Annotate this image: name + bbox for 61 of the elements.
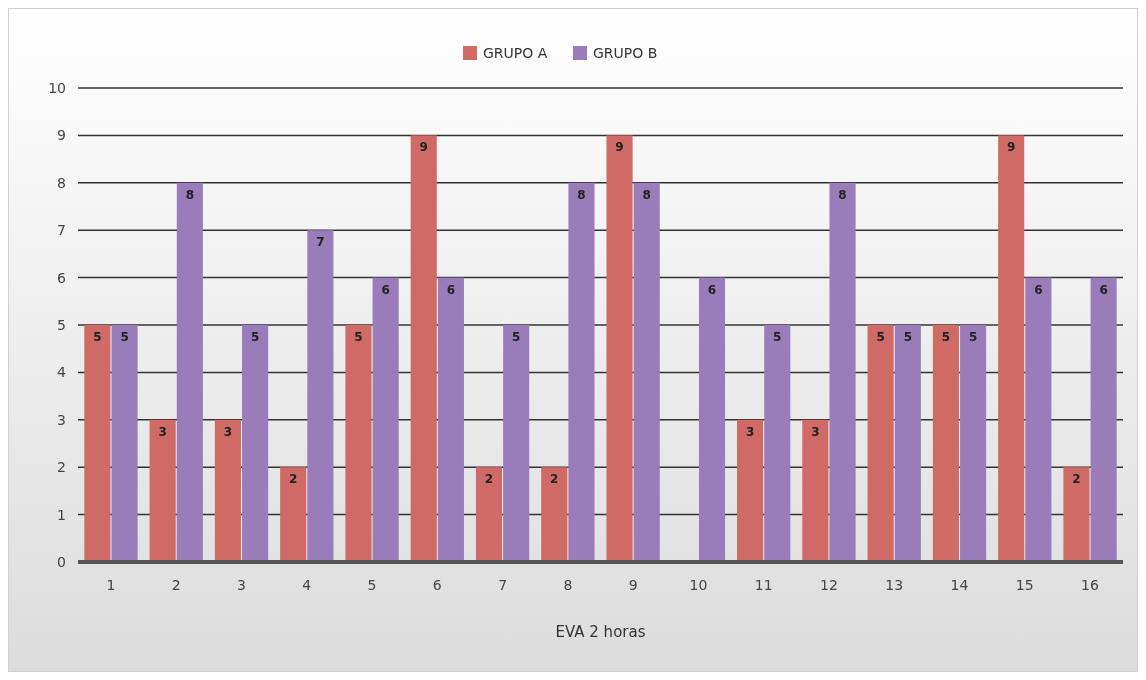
x-tick-label: 7	[498, 577, 508, 593]
y-tick-label: 8	[57, 174, 66, 191]
data-label: 6	[1099, 282, 1108, 297]
data-label: 2	[289, 472, 298, 487]
x-tick-label: 6	[432, 577, 442, 593]
data-label: 6	[1034, 282, 1043, 297]
data-label: 6	[446, 282, 456, 297]
data-label: 5	[876, 330, 885, 344]
y-tick-label: 4	[57, 364, 67, 381]
data-label: 5	[968, 330, 978, 344]
data-label: 9	[419, 140, 428, 155]
data-label: 9	[1006, 140, 1016, 155]
y-tick-label: 0	[57, 553, 66, 570]
data-label: 2	[550, 472, 559, 487]
data-label: 8	[577, 187, 586, 202]
data-label: 5	[250, 330, 260, 344]
data-label: 5	[354, 330, 363, 344]
x-tick-label: 8	[563, 577, 573, 593]
x-tick-label: 13	[885, 577, 904, 593]
y-tick-label: 1	[57, 506, 66, 523]
data-label: 6	[381, 282, 390, 297]
data-label: 5	[773, 330, 782, 344]
x-tick-label: 5	[367, 577, 377, 593]
y-tick-label: 6	[57, 269, 67, 286]
data-label: 5	[120, 330, 129, 344]
x-tick-label: 2	[171, 577, 181, 593]
y-tick-label: 3	[57, 411, 66, 428]
data-label: 3	[158, 424, 167, 439]
data-label: 3	[745, 424, 755, 439]
x-tick-label: 15	[1015, 577, 1034, 593]
y-tick-label: 10	[48, 79, 66, 96]
data-label: 5	[941, 330, 951, 344]
data-label: 2	[1072, 472, 1081, 487]
y-tick-label: 7	[57, 222, 66, 239]
data-label: 8	[642, 187, 651, 202]
data-label: 3	[811, 424, 820, 439]
data-label: 9	[615, 140, 624, 155]
data-label: 6	[707, 282, 717, 297]
data-label: 3	[223, 424, 233, 439]
x-tick-label: 14	[950, 577, 969, 593]
x-tick-label: 4	[302, 577, 312, 593]
data-label: 5	[93, 330, 102, 344]
x-tick-label: 9	[628, 577, 638, 593]
data-label: 5	[512, 330, 521, 344]
data-label: 2	[484, 472, 494, 487]
data-label: 8	[838, 187, 847, 202]
x-axis-title: EVA 2 horas	[555, 623, 646, 641]
y-tick-label: 2	[57, 459, 66, 476]
data-label: 7	[316, 235, 325, 250]
x-tick-label: 16	[1081, 577, 1100, 593]
legend-label: GRUPO B	[593, 44, 658, 61]
y-tick-label: 9	[57, 127, 66, 144]
data-label: 8	[185, 187, 195, 202]
x-tick-label: 1	[106, 577, 116, 593]
x-tick-label: 3	[237, 577, 246, 593]
data-label: 5	[903, 330, 912, 344]
x-tick-label: 12	[820, 577, 838, 593]
x-tick-label: 10	[689, 577, 708, 593]
y-tick-label: 5	[57, 316, 66, 333]
legend-label: GRUPO A	[483, 44, 548, 61]
x-tick-label: 11	[754, 577, 773, 593]
